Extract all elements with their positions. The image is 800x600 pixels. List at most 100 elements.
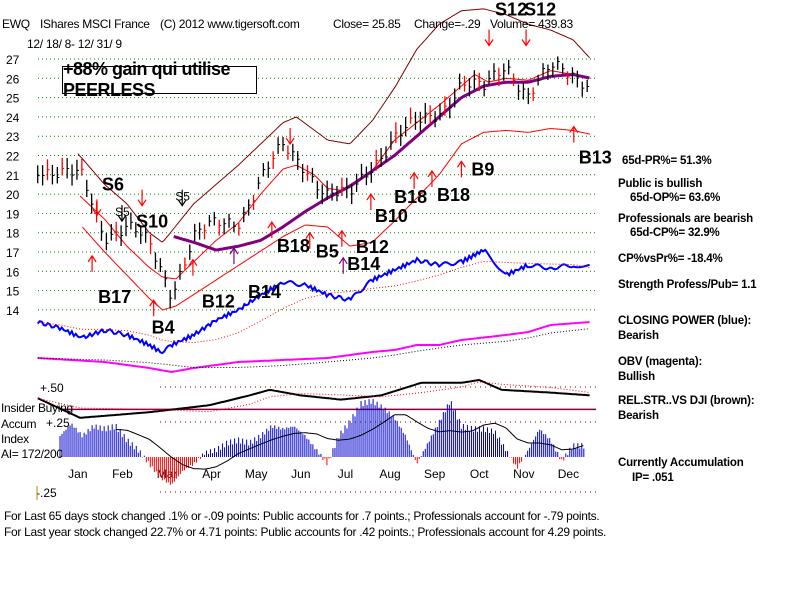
signal-arrowhead	[149, 299, 159, 307]
cp-percent: 65d-CP%= 32.9%	[630, 227, 720, 239]
price-tick-label: 23	[6, 130, 20, 144]
ticker: EWQ	[2, 17, 30, 31]
signal-label: B10	[375, 206, 408, 226]
signal-label: B17	[98, 287, 131, 307]
fund-name: IShares MSCI France	[40, 17, 150, 31]
relstr-label: REL.STR..VS DJI (brown):	[618, 395, 755, 407]
month-label: Dec	[558, 467, 579, 481]
signal-arrowhead	[337, 229, 347, 238]
signal-arrowhead	[456, 160, 466, 168]
signal-arrowhead	[87, 254, 97, 263]
strength-ratio: Strength Profess/Pub= 1.1	[618, 279, 757, 291]
month-label: Jan	[68, 467, 87, 481]
ai-tick-label: +.25	[46, 416, 70, 430]
signal-label: S10	[136, 212, 168, 232]
change-value: Change=-.29	[414, 17, 481, 31]
price-tick-label: 21	[6, 169, 20, 183]
obv-state: Bullish	[618, 371, 655, 383]
price-tick-label: 27	[6, 53, 20, 67]
price-tick-label: 22	[6, 150, 20, 164]
ai-value: AI= 172/200	[1, 447, 63, 461]
obv-line	[37, 321, 590, 373]
signal-arrowhead	[267, 221, 277, 229]
signal-arrowhead	[92, 208, 102, 217]
signal-label: B13	[579, 148, 612, 168]
signal-label: B18	[437, 185, 470, 205]
signal-label: B9	[471, 159, 494, 179]
signal-arrowhead	[427, 169, 437, 178]
closing-power-label: CLOSING POWER (blue):	[618, 315, 752, 327]
price-tick-label: 17	[6, 246, 20, 260]
date-range: 12/ 18/ 8- 12/ 31/ 9	[27, 37, 122, 51]
relative-strength-line	[37, 378, 590, 419]
cp-vs-pr: CP%vsPr%= -18.4%	[618, 253, 723, 265]
professionals-status: Professionals are bearish	[618, 213, 753, 225]
signal-label: B5	[316, 242, 339, 262]
month-label: Feb	[112, 467, 133, 481]
signal-label: S5	[175, 190, 190, 204]
price-tick-label: 14	[6, 304, 20, 318]
close-value: Close= 25.85	[333, 17, 401, 31]
signal-arrowhead	[409, 171, 419, 180]
signal-arrowhead	[521, 39, 531, 47]
signal-arrowhead	[484, 39, 494, 47]
price-tick-label: 25	[6, 92, 20, 106]
signal-label: B14	[347, 254, 380, 274]
obv-ma-line	[37, 328, 590, 368]
upper-band-line	[77, 8, 590, 243]
ai-tick-label: -.25	[36, 486, 57, 500]
accumulation-label: Currently Accumulation	[618, 457, 744, 469]
signal-arrowhead	[177, 199, 187, 207]
signal-arrowhead	[188, 258, 198, 267]
month-label: Apr	[202, 467, 221, 481]
obv-label: OBV (magenta):	[618, 356, 703, 368]
insider-buying-label: Insider Buying	[1, 401, 73, 415]
month-label: Nov	[513, 467, 534, 481]
lower-band-line	[81, 128, 591, 311]
month-label: Aug	[379, 467, 400, 481]
signal-arrowhead	[137, 199, 147, 207]
footer-line-year: For Last year stock changed 22.7% or 4.7…	[4, 525, 607, 539]
volume-value: Volume= 439.83	[490, 17, 573, 31]
relstr-state: Bearish	[618, 410, 659, 422]
signal-label: B18	[394, 187, 427, 207]
signal-label: B4	[152, 317, 175, 337]
copyright: (C) 2012 www.tigersoft.com	[160, 17, 300, 31]
price-tick-label: 18	[6, 227, 20, 241]
signal-label: S6	[102, 174, 124, 194]
price-tick-label: 20	[6, 188, 20, 202]
signal-arrowhead	[117, 214, 127, 223]
op-percent: 65d-OP%= 63.6%	[630, 192, 721, 204]
month-label: Oct	[470, 467, 489, 481]
signal-label: S12	[495, 0, 527, 19]
signal-arrowhead	[366, 193, 376, 201]
index-label: Index	[1, 432, 29, 446]
price-tick-label: 24	[6, 111, 20, 125]
price-tick-label: 15	[6, 285, 20, 299]
signal-label: S12	[524, 0, 556, 19]
signal-label: B12	[202, 292, 235, 312]
month-label: Jun	[291, 467, 310, 481]
price-tick-label: 16	[6, 265, 20, 279]
price-tick-label: 19	[6, 207, 20, 221]
signal-arrowhead	[305, 231, 315, 240]
signal-arrowhead	[569, 125, 579, 133]
gain-banner: +88% gain qui utilise PEERLESS	[62, 59, 257, 100]
month-label: May	[245, 467, 268, 481]
signal-label: S5	[115, 205, 130, 219]
relative-strength-ma-line	[37, 381, 590, 413]
month-label: Sep	[424, 467, 446, 481]
signal-arrowhead	[285, 137, 295, 146]
price-tick-label: 26	[6, 72, 20, 86]
gain-banner-text: +88% gain qui utilise PEERLESS	[63, 59, 231, 100]
pr-percent: 65d-PR%= 51.3%	[622, 155, 712, 167]
accumulation-ma-line	[115, 414, 584, 470]
month-label: Jul	[338, 467, 353, 481]
signal-label: B12	[356, 237, 389, 257]
accum-label: Accum	[1, 417, 37, 431]
public-status: Public is bullish	[618, 178, 703, 190]
ai-tick-label: +.50	[40, 381, 64, 395]
signal-label: B14	[248, 282, 281, 302]
signal-label: B18	[277, 236, 310, 256]
